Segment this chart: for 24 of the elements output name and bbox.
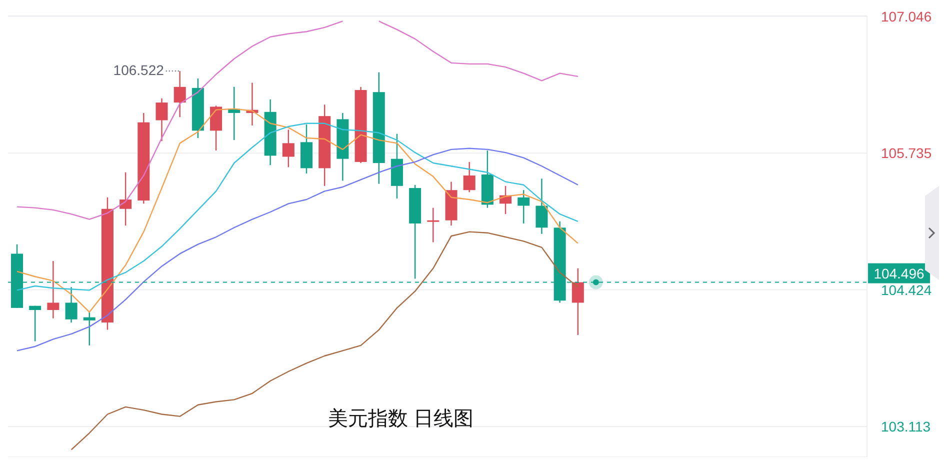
- candlestick: [83, 311, 96, 346]
- candlestick: [29, 305, 42, 342]
- candlestick: [156, 98, 168, 142]
- candlestick: [518, 190, 530, 224]
- annotation: 106.522: [113, 62, 164, 78]
- y-tick-label: 107.046: [881, 8, 932, 24]
- candlestick: [65, 286, 78, 324]
- line-series: [16, 148, 579, 352]
- candlestick: [120, 172, 132, 226]
- candlestick: [210, 105, 222, 152]
- line-series: [16, 108, 579, 313]
- candlestick: [427, 207, 440, 243]
- ref-line-label: 104.496: [874, 265, 925, 282]
- text: 美元指数 日线图: [328, 407, 474, 432]
- y-tick-label: 105.735: [881, 145, 932, 162]
- candlestick: [282, 129, 294, 168]
- candlestick: [463, 161, 476, 193]
- y-tick-label: 104.424: [881, 282, 932, 298]
- candlestick: [572, 268, 584, 336]
- candlestick: [536, 178, 548, 234]
- candlestick: [47, 260, 60, 319]
- line-series: [16, 122, 579, 291]
- y-tick-label: 103.113: [881, 418, 931, 434]
- candlestick: [174, 70, 186, 118]
